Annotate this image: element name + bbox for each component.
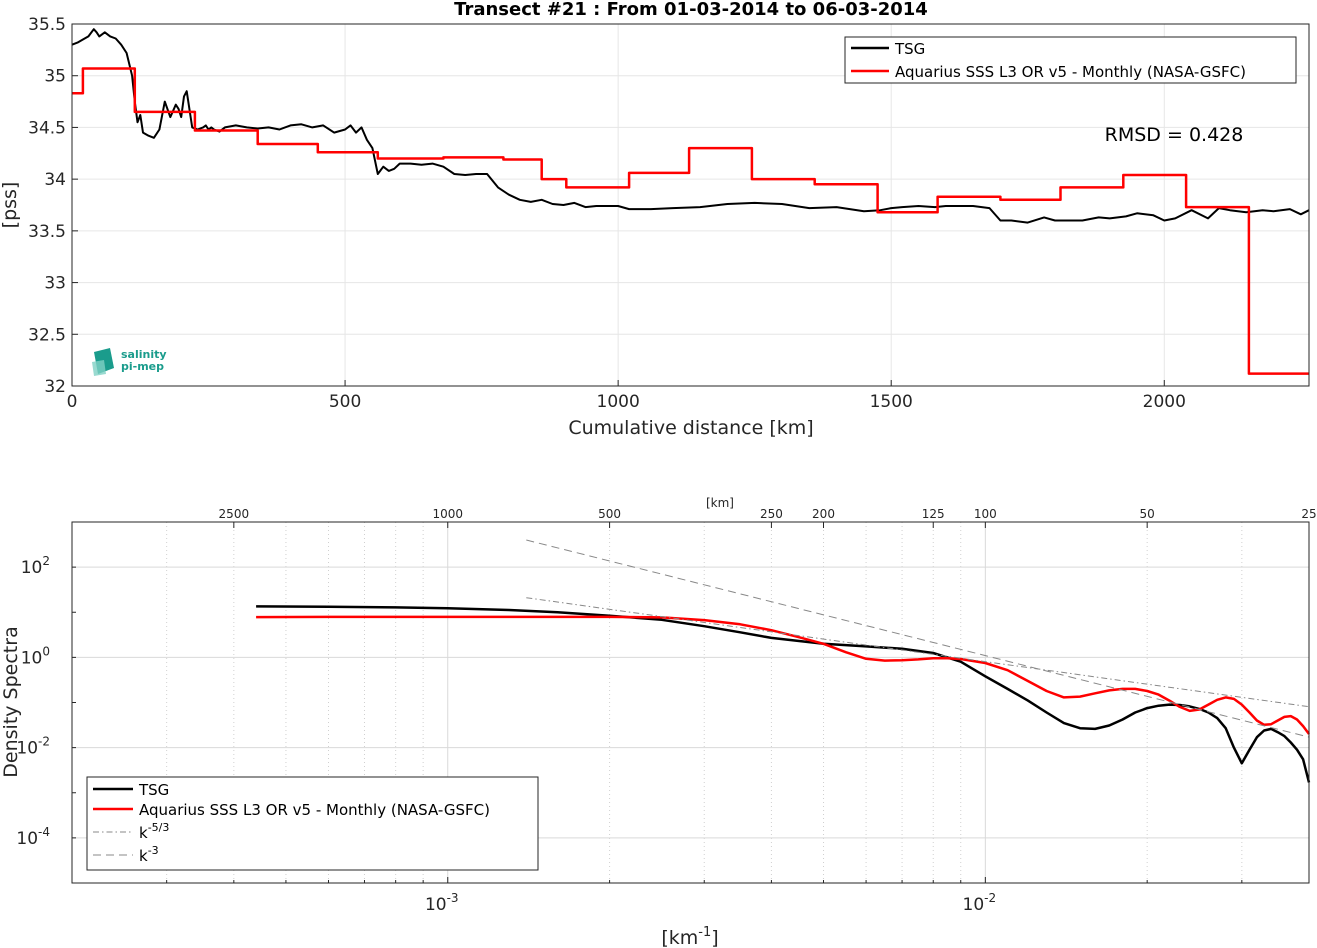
top-km-tick-label: 125 — [922, 507, 945, 521]
bottom-x-label-text: [km-1] — [661, 925, 718, 948]
bottom-y-tick-label: 10-2 — [16, 735, 50, 759]
top-y-tick-label: 34 — [44, 170, 66, 190]
top-legend-box — [844, 36, 1297, 84]
top-x-axis-label: Cumulative distance [km] — [568, 417, 813, 439]
bottom-x-axis-label: [km-1] — [661, 925, 718, 948]
top-y-tick-label: 35 — [44, 67, 66, 87]
bottom-x-tick-label: 10-2 — [963, 891, 997, 915]
top-km-tick-label: 1000 — [432, 507, 463, 521]
bottom-legend-box — [86, 776, 539, 871]
top-x-tick-label: 2000 — [1143, 392, 1186, 412]
k53-exponent: -5/3 — [148, 821, 170, 834]
logo-icon-accent — [92, 360, 106, 376]
bottom-y-tick-label: 102 — [21, 554, 50, 578]
logo-text-pimep: pi-mep — [121, 360, 164, 373]
top-km-tick-label: 100 — [974, 507, 997, 521]
top-y-tick-label: 32.5 — [28, 325, 66, 345]
top-chart: Transect #21 : From 01-03-2014 to 06-03-… — [0, 0, 1310, 439]
top-legend: TSG Aquarius SSS L3 OR v5 - Monthly (NAS… — [844, 36, 1297, 84]
top-km-tick-label: 2500 — [219, 507, 250, 521]
top-y-tick-label: 34.5 — [28, 118, 66, 138]
top-plot-area — [72, 24, 1309, 386]
top-y-tick-label: 33 — [44, 274, 66, 294]
top-chart-title: Transect #21 : From 01-03-2014 to 06-03-… — [454, 0, 928, 20]
k3-base: k — [139, 847, 148, 865]
top-y-tick-label: 35.5 — [28, 15, 66, 35]
top-x-tick-label: 0 — [67, 392, 78, 412]
logo-text-salinity: salinity — [121, 348, 167, 361]
bottom-legend-label-k53: k-5/3 — [139, 821, 169, 842]
top-y-tick-label: 32 — [44, 377, 66, 397]
bottom-y-tick-label: 100 — [21, 644, 50, 668]
salinity-pimep-logo: salinity pi-mep — [92, 348, 167, 376]
bottom-legend-label-aquarius: Aquarius SSS L3 OR v5 - Monthly (NASA-GS… — [139, 801, 490, 819]
top-ticks: 0 500 1000 1500 2000 32 32.5 33 33.5 34 34.5 35 35.5 — [28, 15, 1186, 412]
top-legend-label-tsg: TSG — [894, 40, 925, 58]
bottom-x-tick-label: 10-3 — [425, 891, 459, 915]
top-km-tick-label: 250 — [760, 507, 783, 521]
top-km-tick-label: 25 — [1301, 507, 1316, 521]
top-axis-unit-label: [km] — [706, 496, 734, 510]
top-series-group — [71, 28, 1310, 375]
top-series-line-aquarius — [72, 67, 1309, 375]
top-x-tick-label: 1500 — [870, 392, 913, 412]
bottom-series-line-tsg — [256, 605, 1311, 783]
top-km-tick-label: 200 — [812, 507, 835, 521]
k53-base: k — [139, 824, 148, 842]
bottom-series-line-k3 — [526, 539, 1310, 738]
top-km-tick-label: 500 — [598, 507, 621, 521]
top-x-tick-label: 500 — [329, 392, 361, 412]
bottom-legend-label-tsg: TSG — [138, 781, 169, 799]
rmsd-annotation: RMSD = 0.428 — [1105, 124, 1244, 146]
bottom-chart: 10-3 10-2 10-4 10-2 100 102 2500 1000 500 250 200 1… — [0, 496, 1317, 948]
top-series-line-tsg — [71, 28, 1310, 224]
bottom-series-group — [256, 539, 1311, 783]
bottom-y-tick-label: 10-4 — [16, 825, 50, 849]
top-plot-frame — [71, 23, 1310, 387]
top-km-tick-label: 50 — [1140, 507, 1155, 521]
bottom-series-line-aquarius — [256, 615, 1311, 735]
bottom-y-axis-label: Density Spectra — [0, 626, 22, 777]
top-legend-label-aquarius: Aquarius SSS L3 OR v5 - Monthly (NASA-GS… — [895, 63, 1246, 81]
bottom-series-line-k53 — [526, 597, 1310, 708]
top-y-tick-label: 33.5 — [28, 222, 66, 242]
top-y-axis-label: [pss] — [0, 182, 21, 229]
bottom-legend-label-k3: k-3 — [139, 844, 159, 865]
k3-exponent: -3 — [148, 844, 159, 857]
bottom-legend: TSG Aquarius SSS L3 OR v5 - Monthly (NAS… — [86, 776, 539, 871]
top-x-tick-label: 1000 — [597, 392, 640, 412]
bottom-ticks: 10-3 10-2 10-4 10-2 100 102 2500 1000 500 250 200 1… — [16, 507, 1316, 915]
